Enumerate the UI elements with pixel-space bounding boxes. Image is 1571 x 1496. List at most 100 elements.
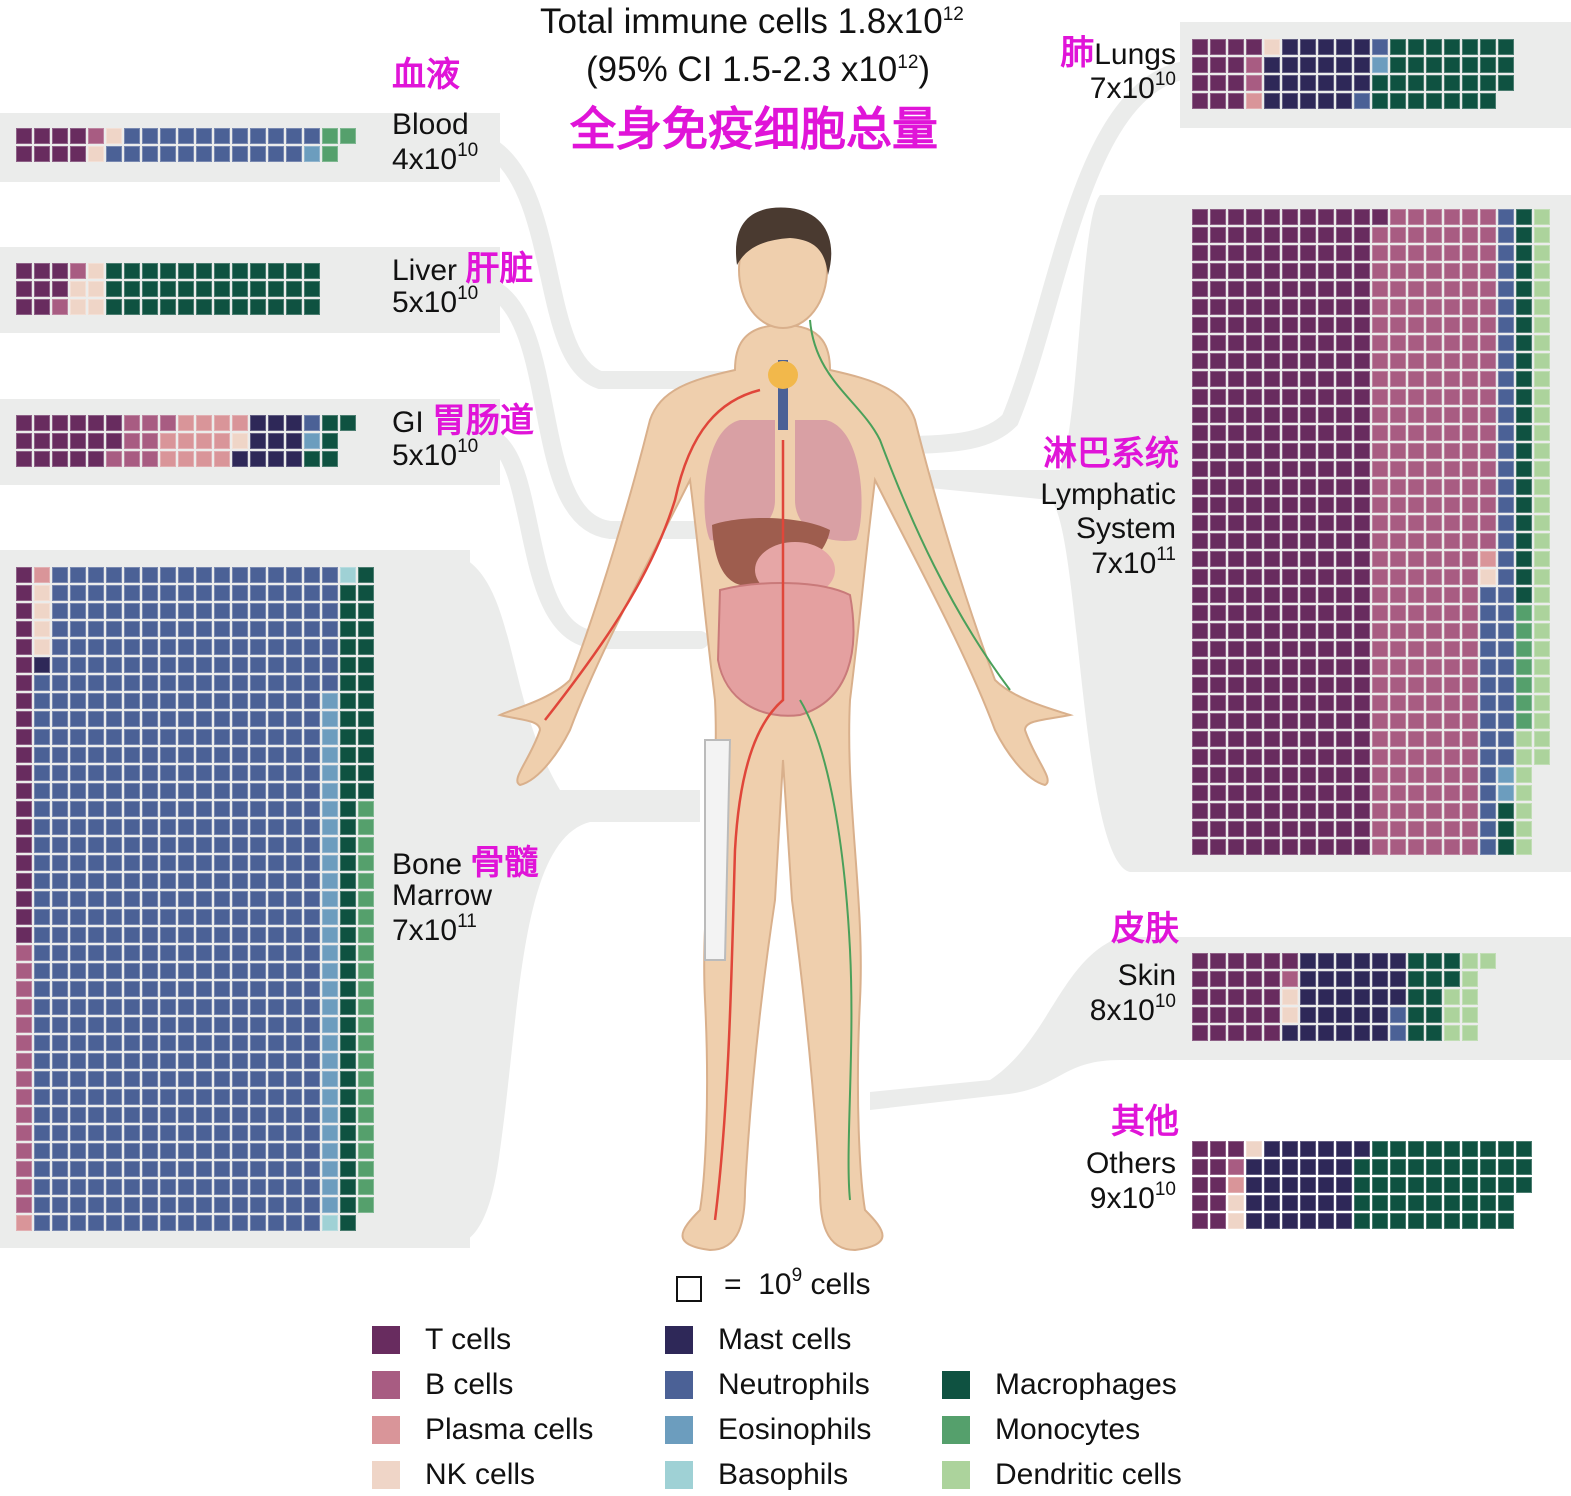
waffle-cell-monocytes xyxy=(322,128,338,144)
waffle-cell-b-cells xyxy=(1372,317,1388,333)
waffle-cell-t-cells xyxy=(1228,1141,1244,1157)
waffle-cell-t-cells xyxy=(1336,533,1352,549)
waffle-cell-b-cells xyxy=(1426,569,1442,585)
waffle-cell-mast-cells xyxy=(1354,989,1370,1005)
waffle-cell-t-cells xyxy=(16,747,32,763)
waffle-cell-macrophages xyxy=(340,603,356,619)
waffle-cell-b-cells xyxy=(124,451,140,467)
waffle-cell-neutrophils xyxy=(1480,839,1496,855)
waffle-cell-neutrophils xyxy=(124,1017,140,1033)
waffle-cell-b-cells xyxy=(1480,335,1496,351)
waffle-cell-neutrophils xyxy=(232,837,248,853)
waffle-cell-t-cells xyxy=(1264,821,1280,837)
waffle-cell-neutrophils xyxy=(178,1143,194,1159)
waffle-cell-b-cells xyxy=(1372,785,1388,801)
waffle-cell-neutrophils xyxy=(322,621,338,637)
waffle-cell-neutrophils xyxy=(286,1089,302,1105)
waffle-cell-neutrophils xyxy=(106,909,122,925)
waffle-cell-neutrophils xyxy=(214,1035,230,1051)
waffle-cell-neutrophils xyxy=(34,1143,50,1159)
waffle-cell-t-cells xyxy=(1192,371,1208,387)
waffle-cell-b-cells xyxy=(1444,695,1460,711)
waffle-cell-b-cells xyxy=(1426,605,1442,621)
waffle-cell-neutrophils xyxy=(322,603,338,619)
waffle-cell-monocytes xyxy=(1516,623,1532,639)
waffle-cell-neutrophils xyxy=(70,963,86,979)
waffle-cell-neutrophils xyxy=(1498,479,1514,495)
waffle-cell-neutrophils xyxy=(214,657,230,673)
waffle-cell-t-cells xyxy=(1210,677,1226,693)
waffle-cell-monocytes xyxy=(358,1035,374,1051)
waffle-cell-plasma-cells xyxy=(160,433,176,449)
waffle-cell-neutrophils xyxy=(88,963,104,979)
waffle-cell-t-cells xyxy=(1210,551,1226,567)
waffle-cell-t-cells xyxy=(1192,569,1208,585)
title-ci-text: (95% CI 1.5-2.3 x10 xyxy=(586,50,898,89)
waffle-cell-b-cells xyxy=(1426,461,1442,477)
waffle-cell-macrophages xyxy=(196,281,212,297)
waffle-cell-t-cells xyxy=(1210,695,1226,711)
waffle-cell-t-cells xyxy=(1192,461,1208,477)
waffle-cell-t-cells xyxy=(16,585,32,601)
legend-label-plasma-cells: Plasma cells xyxy=(425,1413,594,1446)
waffle-cell-monocytes xyxy=(358,1089,374,1105)
waffle-cell-mast-cells xyxy=(1300,75,1316,91)
waffle-cell-neutrophils xyxy=(268,945,284,961)
waffle-cell-neutrophils xyxy=(268,146,284,162)
waffle-cell-neutrophils xyxy=(250,128,266,144)
waffle-cell-macrophages xyxy=(1408,1195,1424,1211)
waffle-cell-neutrophils xyxy=(304,1107,320,1123)
waffle-cell-neutrophils xyxy=(286,873,302,889)
waffle-cell-t-cells xyxy=(1246,425,1262,441)
waffle-cell-neutrophils xyxy=(286,675,302,691)
waffle-cell-b-cells xyxy=(1426,785,1442,801)
waffle-cell-neutrophils xyxy=(142,128,158,144)
waffle-cell-macrophages xyxy=(358,639,374,655)
waffle-cell-dendritic-cells xyxy=(1534,479,1550,495)
waffle-cell-t-cells xyxy=(1192,587,1208,603)
waffle-cell-t-cells xyxy=(1318,335,1334,351)
waffle-cell-macrophages xyxy=(1516,245,1532,261)
waffle-cell-t-cells xyxy=(1192,695,1208,711)
waffle-cell-b-cells xyxy=(1246,75,1262,91)
waffle-cell-neutrophils xyxy=(142,711,158,727)
waffle-cell-t-cells xyxy=(1246,1007,1262,1023)
waffle-cell-b-cells xyxy=(1408,803,1424,819)
waffle-cell-mast-cells xyxy=(1318,1025,1334,1041)
waffle-cell-t-cells xyxy=(1246,371,1262,387)
waffle-cell-t-cells xyxy=(16,891,32,907)
waffle-cell-neutrophils xyxy=(52,945,68,961)
waffle-cell-b-cells xyxy=(1372,479,1388,495)
waffle-cell-b-cells xyxy=(16,1089,32,1105)
waffle-cell-b-cells xyxy=(1444,659,1460,675)
body-illustration xyxy=(497,207,1074,1252)
waffle-cell-b-cells xyxy=(1372,497,1388,513)
waffle-cell-neutrophils xyxy=(268,711,284,727)
waffle-cell-t-cells xyxy=(1210,749,1226,765)
waffle-cell-neutrophils xyxy=(34,1197,50,1213)
waffle-cell-neutrophils xyxy=(232,146,248,162)
waffle-cell-neutrophils xyxy=(70,1143,86,1159)
waffle-cell-b-cells xyxy=(1390,569,1406,585)
lungs-count: 7x1010 xyxy=(1090,70,1176,104)
waffle-cell-t-cells xyxy=(1192,749,1208,765)
waffle-cell-dendritic-cells xyxy=(1534,263,1550,279)
waffle-cell-plasma-cells xyxy=(178,415,194,431)
waffle-cell-eosinophils xyxy=(322,765,338,781)
waffle-cell-b-cells xyxy=(1372,353,1388,369)
waffle-cell-b-cells xyxy=(1372,713,1388,729)
waffle-cell-b-cells xyxy=(1426,497,1442,513)
waffle-cell-t-cells xyxy=(1354,353,1370,369)
waffle-cell-plasma-cells xyxy=(196,451,212,467)
waffle-cell-neutrophils xyxy=(1498,227,1514,243)
waffle-cell-t-cells xyxy=(1264,989,1280,1005)
waffle-cell-t-cells xyxy=(1354,245,1370,261)
waffle-cell-neutrophils xyxy=(160,1089,176,1105)
waffle-cell-b-cells xyxy=(1444,389,1460,405)
waffle-cell-b-cells xyxy=(1480,389,1496,405)
waffle-cell-macrophages xyxy=(1390,1177,1406,1193)
waffle-cell-neutrophils xyxy=(214,1143,230,1159)
waffle-cell-macrophages xyxy=(1354,1195,1370,1211)
waffle-cell-t-cells xyxy=(1210,767,1226,783)
waffle-cell-b-cells xyxy=(1426,317,1442,333)
